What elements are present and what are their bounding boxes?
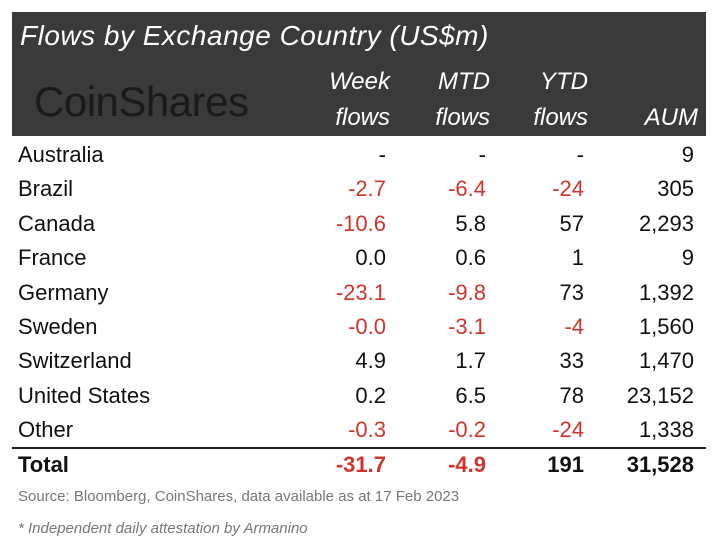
ytd-value: 73 <box>559 279 584 305</box>
source-note: Source: Bloomberg, CoinShares, data avai… <box>18 488 460 505</box>
mtd-value: - <box>478 142 486 167</box>
aum-value: 1,338 <box>638 417 694 443</box>
table-row: France 0.0 0.6 1 9 <box>12 241 706 275</box>
country-name: Canada <box>18 210 96 236</box>
ytd-value: 1 <box>571 245 584 271</box>
ytd-value: - <box>576 142 584 167</box>
aum-value: 1,560 <box>638 314 694 339</box>
coinshares-logo: CoinShares <box>34 78 249 125</box>
ytd-value: -24 <box>552 417 584 443</box>
week-value: -23.1 <box>335 279 386 305</box>
table-row: Germany -23.1 -9.8 73 1,392 <box>12 276 706 310</box>
header-aum: AUM <box>645 64 698 136</box>
total-mtd: -4.9 <box>448 452 486 477</box>
mtd-value: 1.7 <box>455 348 486 374</box>
country-name: Germany <box>18 279 109 305</box>
table-row: Australia - - - 9 <box>12 138 706 172</box>
week-value: -2.7 <box>348 176 386 202</box>
mtd-value: -9.8 <box>448 279 486 305</box>
header-mtd: MTD flows <box>435 64 490 136</box>
table-row: Sweden -0.0 -3.1 -4 1,560 <box>12 310 706 344</box>
week-value: 0.2 <box>355 382 386 408</box>
mtd-value: -3.1 <box>448 314 486 339</box>
aum-value: 23,152 <box>626 382 694 408</box>
week-value: -0.3 <box>348 417 386 443</box>
table-row: United States 0.2 6.5 78 23,152 <box>12 379 706 413</box>
country-name: France <box>18 245 87 271</box>
table-row: Switzerland 4.9 1.7 33 1,470 <box>12 344 706 378</box>
ytd-value: 57 <box>559 210 584 236</box>
ytd-value: 33 <box>559 348 584 374</box>
aum-value: 1,392 <box>638 279 694 305</box>
country-name: Australia <box>18 142 104 167</box>
header-mtd-line2: flows <box>435 104 490 131</box>
header-ytd-line2: flows <box>533 104 588 131</box>
footnote: * Independent daily attestation by Arman… <box>18 520 308 537</box>
aum-value: 2,293 <box>638 210 694 236</box>
mtd-value: 5.8 <box>455 210 486 236</box>
table-row: Brazil -2.7 -6.4 -24 305 <box>12 172 706 206</box>
header-ytd-line1: YTD <box>540 68 588 95</box>
aum-value: 305 <box>657 176 694 202</box>
mtd-value: -0.2 <box>448 417 486 443</box>
country-name: Brazil <box>18 176 74 202</box>
table-row: Canada -10.6 5.8 57 2,293 <box>12 207 706 241</box>
country-name: Sweden <box>18 314 98 339</box>
table-row: Other -0.3 -0.2 -24 1,338 <box>12 413 706 447</box>
header-week: Week flows <box>329 64 390 136</box>
aum-value: 9 <box>681 245 694 271</box>
week-value: 0.0 <box>355 245 386 271</box>
header-aum-line2: AUM <box>644 104 698 131</box>
header-week-line1: Week <box>329 68 390 95</box>
total-row: Total -31.7 -4.9 191 31,528 <box>12 448 706 482</box>
header-week-line2: flows <box>335 104 390 131</box>
mtd-value: -6.4 <box>448 176 486 202</box>
ytd-value: -24 <box>552 176 584 202</box>
total-divider <box>12 447 706 449</box>
aum-value: 9 <box>681 142 694 167</box>
week-value: -0.0 <box>348 314 386 339</box>
header-aum-line1 <box>645 64 698 100</box>
total-label: Total <box>18 452 69 477</box>
ytd-value: -4 <box>564 314 584 339</box>
mtd-value: 6.5 <box>455 382 486 408</box>
total-aum: 31,528 <box>626 452 694 477</box>
table-title: Flows by Exchange Country (US$m) <box>20 20 489 51</box>
aum-value: 1,470 <box>638 348 694 374</box>
week-value: -10.6 <box>335 210 386 236</box>
country-name: Other <box>18 417 74 443</box>
total-week: -31.7 <box>335 452 386 477</box>
week-value: 4.9 <box>355 348 386 374</box>
mtd-value: 0.6 <box>455 245 486 271</box>
header-ytd: YTD flows <box>533 64 588 136</box>
country-name: Switzerland <box>18 348 132 374</box>
country-name: United States <box>18 382 151 408</box>
week-value: - <box>378 142 386 167</box>
header-panel <box>12 12 706 136</box>
ytd-value: 78 <box>559 382 584 408</box>
header-mtd-line1: MTD <box>438 68 490 95</box>
total-ytd: 191 <box>547 452 584 477</box>
